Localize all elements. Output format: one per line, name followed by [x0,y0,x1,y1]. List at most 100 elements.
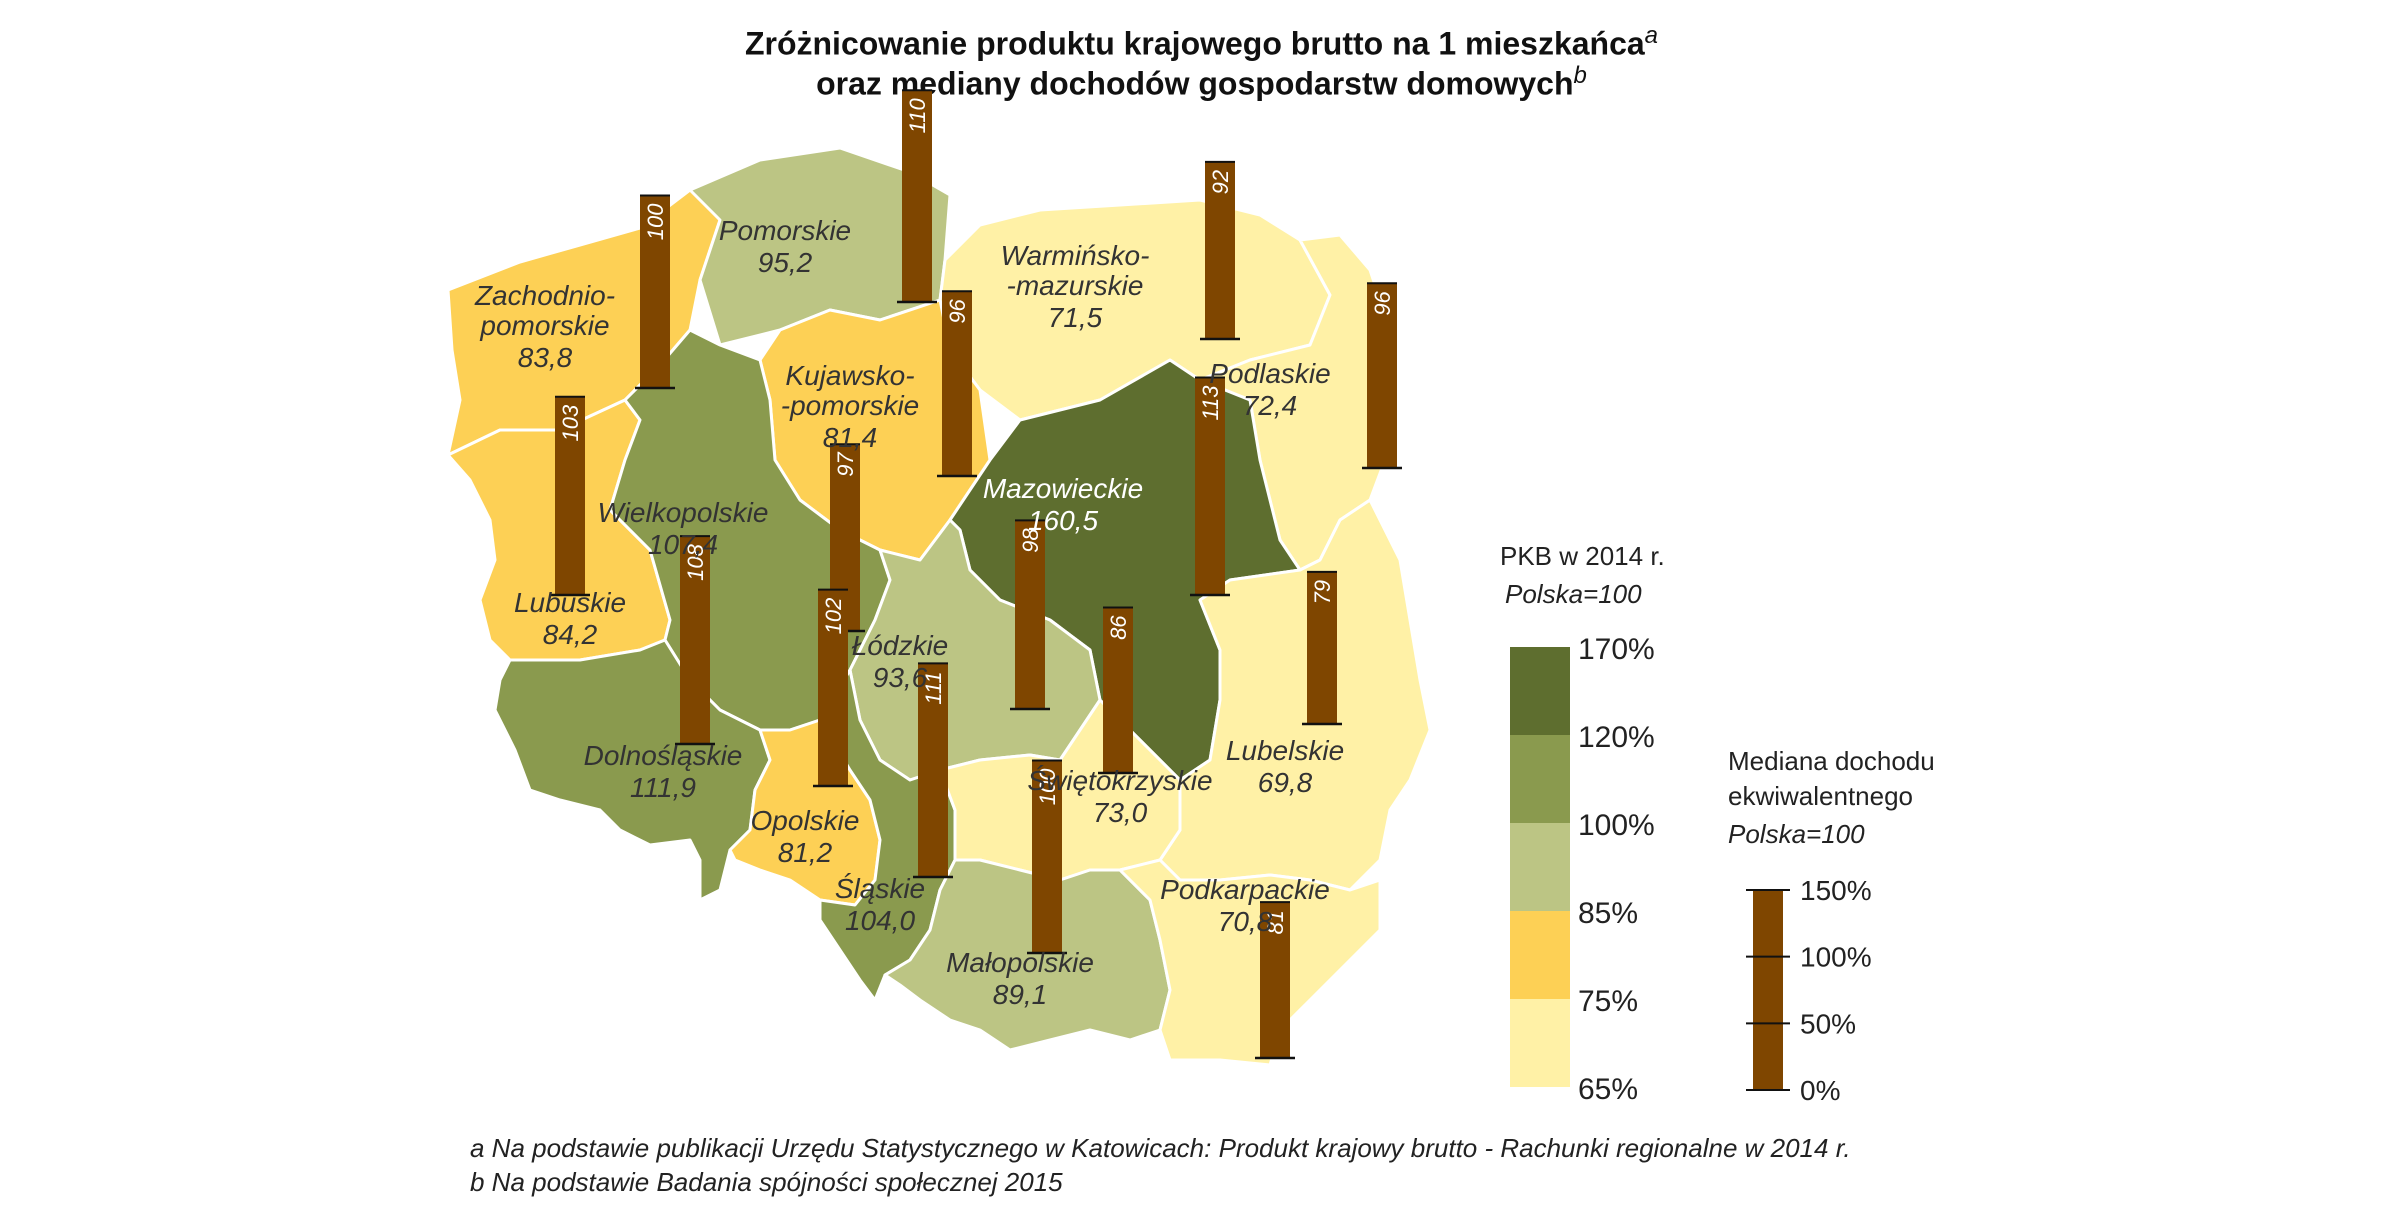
income-bar-rect [1103,607,1133,773]
income-bar-slaskie: 111 [913,662,953,879]
region-name-line: Dolnośląskie [584,740,743,771]
income-bar-warminsko-mazurskie: 92 [1200,160,1240,341]
pkb-legend-label: 120% [1578,721,1655,754]
region-name-line: Łódzkie [852,630,949,661]
pkb-legend-label: 100% [1578,809,1655,842]
pkb-value: 89,1 [993,979,1048,1010]
income-value: 100 [643,203,668,240]
title-line-2: oraz mediany dochodów gospodarstw domowy… [816,62,1587,102]
region-name-line: Warmińsko- [1001,240,1150,271]
region-name-line: Małopolskie [946,947,1094,978]
pkb-value: 107,4 [648,529,718,560]
income-value: 108 [683,543,708,580]
region-name-line: Śląskie [835,872,925,904]
pkb-value: 95,2 [758,247,813,278]
pkb-value: 81,2 [778,837,833,868]
region-label-warminsko-mazurskie: Warmińsko--mazurskie 71,5 [1001,240,1150,333]
income-value: 113 [1198,385,1223,421]
pkb-legend-label: 170% [1578,633,1655,666]
region-label-malopolskie: Małopolskie 89,1 [946,947,1094,1010]
income-value: 96 [1370,290,1395,315]
income-bar-dolnoslaskie: 108 [675,535,715,746]
region-name-line: Podlaskie [1209,358,1330,389]
income-legend-title-2: ekwiwalentnego [1728,781,1913,811]
pkb-value: 84,2 [543,619,598,650]
region-label-dolnoslaskie: Dolnośląskie 111,9 [584,740,743,803]
income-bar-swietokrzyskie: 86 [1098,606,1138,775]
income-legend-tick-label: 150% [1800,875,1872,906]
pkb-value: 70,8 [1218,906,1273,937]
income-bar-rect [640,195,670,388]
income-bar-lubuskie: 103 [550,395,590,597]
footnote-a: a Na podstawie publikacji Urzędu Statyst… [470,1133,1851,1163]
region-label-lubelskie: Lubelskie 69,8 [1226,735,1344,798]
pkb-value: 72,4 [1243,390,1298,421]
region-name-line: Kujawsko- [785,360,914,391]
pkb-legend-swatch [1510,735,1570,823]
income-bar-malopolskie: 100 [1027,759,1067,955]
pkb-value: 93,6 [873,662,928,693]
legend-layer: PKB w 2014 r. Polska=100 170% 120% 100% 85% 75… [1500,541,1935,1106]
income-bar-kujawsko-pomorskie: 96 [937,290,977,478]
region-name-line: -mazurskie [1007,270,1144,301]
income-bar-rect [1195,377,1225,595]
region-name-line: Podkarpackie [1160,874,1330,905]
income-bar-rect [680,536,710,744]
pkb-value: 104,0 [845,905,915,936]
pkb-value: 73,0 [1093,797,1148,828]
region-name-line: Zachodnio- [474,280,615,311]
footnote-b: b Na podstawie Badania spójności społecz… [470,1167,1063,1197]
pkb-legend-subtitle: Polska=100 [1505,579,1642,609]
income-value: 103 [558,404,583,441]
pkb-legend-label: 75% [1578,985,1638,1018]
region-label-opolskie: Opolskie 81,2 [751,805,860,868]
income-bar-rect [1015,520,1045,709]
pkb-value: 71,5 [1048,302,1103,333]
income-bar-rect [818,589,848,786]
income-value: 100 [1035,768,1060,805]
income-legend-bar [1753,890,1783,1090]
region-label-slaskie: Śląskie 104,0 [835,872,925,936]
income-legend-tick-label: 100% [1800,942,1872,973]
region-malopolskie [883,858,1172,1052]
region-name-line: Lubuskie [514,587,626,618]
income-value: 86 [1106,615,1131,640]
region-label-lubuskie: Lubuskie 84,2 [514,587,626,650]
income-legend-title-1: Mediana dochodu [1728,746,1935,776]
pkb-legend-title: PKB w 2014 r. [1500,541,1665,571]
income-bar-lodzkie: 98 [1010,519,1050,711]
pkb-value: 111,9 [630,772,696,803]
pkb-legend-swatch [1510,647,1570,735]
region-name-line: Opolskie [751,805,860,836]
pkb-legend-swatch [1510,823,1570,911]
income-legend-tick-label: 0% [1800,1075,1840,1106]
region-label-kujawsko-pomorskie: Kujawsko--pomorskie 81,4 [781,360,919,453]
income-value: 79 [1310,580,1335,604]
region-label-wielkopolskie: Wielkopolskie 107,4 [598,497,769,560]
region-label-pomorskie: Pomorskie 95,2 [719,215,851,278]
income-bar-lubelskie: 79 [1302,570,1342,726]
income-bar-opolskie: 102 [813,588,853,788]
region-label-podkarpackie: Podkarpackie 70,8 [1160,874,1330,937]
income-value: 81 [1263,910,1288,934]
region-podkarpackie [1118,858,1382,1067]
region-name-line: Pomorskie [719,215,851,246]
region-label-zachodnio-pomorskie: Zachodnio-pomorskie 83,8 [474,280,615,373]
income-value: 98 [1018,528,1043,553]
region-name-line: Wielkopolskie [598,497,769,528]
income-bar-rect [918,663,948,877]
income-bar-podlaskie: 96 [1362,282,1402,470]
income-bar-rect [902,90,932,302]
income-value: 92 [1208,170,1233,194]
title-line-1: Zróżnicowanie produktu krajowego brutto … [744,22,1659,62]
region-label-podlaskie: Podlaskie 72,4 [1209,358,1330,421]
pkb-legend-swatch [1510,999,1570,1087]
income-bar-rect [555,396,585,595]
income-bar-podkarpackie: 81 [1255,901,1295,1060]
income-value: 102 [821,598,846,635]
pkb-legend-label: 65% [1578,1073,1638,1106]
income-value: 110 [905,97,930,133]
pkb-value: 69,8 [1258,767,1313,798]
region-name-line: pomorskie [479,310,609,341]
